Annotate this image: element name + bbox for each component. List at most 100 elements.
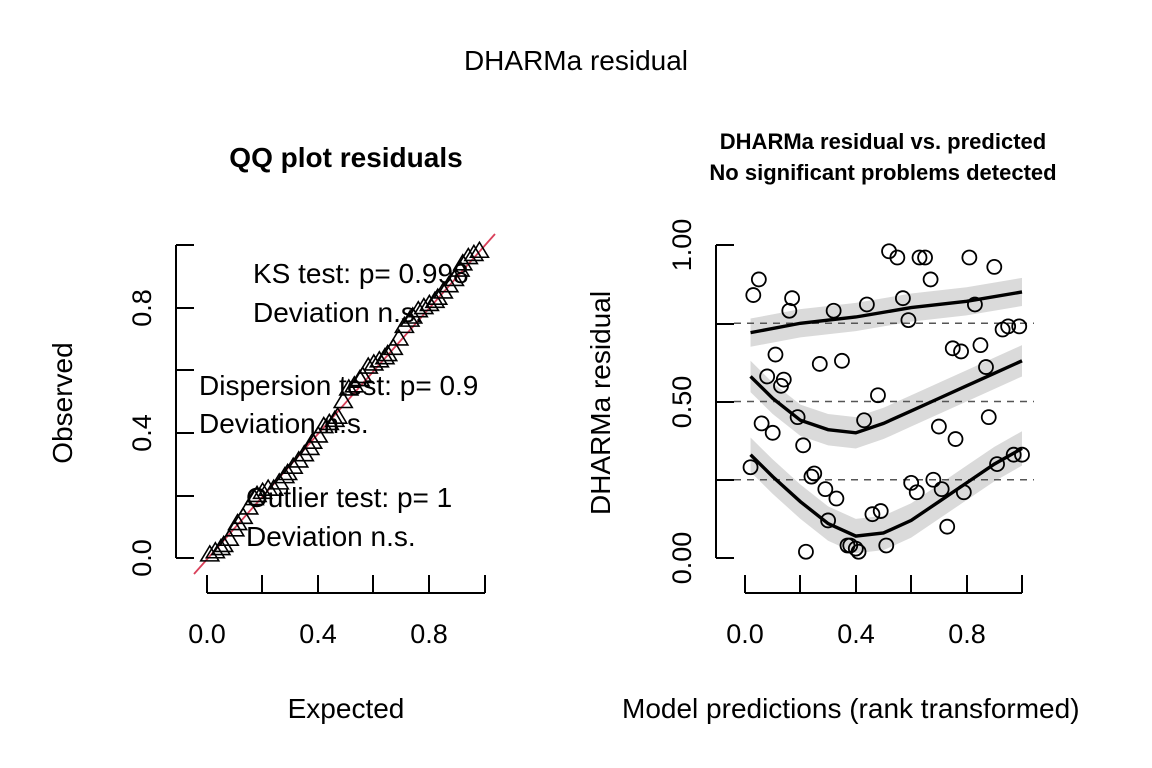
qq-reference-line bbox=[193, 233, 496, 575]
qq-point bbox=[232, 506, 254, 525]
residual-point bbox=[955, 484, 972, 501]
residual-point bbox=[856, 412, 873, 429]
qq-point bbox=[307, 425, 329, 443]
qq-point bbox=[438, 275, 460, 293]
qq-point bbox=[199, 544, 221, 562]
residual-y-tick-label: 0.50 bbox=[667, 376, 697, 429]
residual-point bbox=[922, 271, 939, 288]
qq-point bbox=[444, 268, 465, 287]
qq-y-tick-label: 0.8 bbox=[127, 289, 157, 327]
qq-point bbox=[418, 293, 440, 312]
qq-point bbox=[318, 412, 340, 431]
residual-y-tick-label: 0.00 bbox=[667, 532, 697, 585]
qq-point bbox=[246, 484, 268, 503]
dispersion-deviation-label: Deviation n.s. bbox=[199, 408, 369, 439]
residual-point bbox=[745, 287, 762, 303]
figure-title: DHARMa residual bbox=[464, 45, 688, 76]
residual-point bbox=[947, 431, 964, 447]
qq-point bbox=[218, 528, 240, 547]
residual-point bbox=[828, 490, 845, 507]
residual-point bbox=[989, 456, 1005, 473]
residual-points bbox=[742, 243, 1030, 560]
quantile-fit-line bbox=[749, 446, 1023, 538]
residual-x-tick-label: 0.4 bbox=[837, 619, 875, 649]
qq-point bbox=[343, 375, 365, 393]
qq-x-tick-label: 0.8 bbox=[410, 619, 448, 649]
residual-point bbox=[820, 512, 836, 529]
residual-point bbox=[980, 409, 997, 426]
qq-point bbox=[288, 450, 310, 468]
residual-point bbox=[953, 343, 969, 360]
qq-point bbox=[393, 315, 415, 334]
residual-point bbox=[878, 537, 895, 554]
qq-point bbox=[263, 478, 285, 496]
qq-point bbox=[388, 328, 410, 346]
qq-point bbox=[204, 541, 226, 559]
residual-ylabel: DHARMa residual bbox=[585, 291, 616, 515]
qq-y-tick-label: 0.0 bbox=[127, 539, 157, 577]
qq-point bbox=[457, 246, 479, 265]
qq-point bbox=[452, 253, 474, 271]
qq-point bbox=[238, 497, 260, 515]
residual-xlabel: Model predictions (rank transformed) bbox=[622, 693, 1080, 724]
residual-point bbox=[811, 356, 828, 372]
residual-point bbox=[1011, 318, 1028, 335]
residual-point bbox=[978, 359, 994, 375]
qq-test-annotations: KS test: p= 0.998 Deviation n.s. Dispers… bbox=[199, 258, 478, 552]
qq-point bbox=[313, 415, 335, 434]
qq-point bbox=[463, 243, 485, 262]
residual-point bbox=[817, 481, 834, 498]
qq-xlabel: Expected bbox=[288, 693, 405, 724]
quantile-fit-line bbox=[750, 290, 1023, 335]
outlier-test-label: Outlier test: p= 1 bbox=[246, 482, 452, 513]
residual-point bbox=[961, 249, 978, 266]
residual-point bbox=[1005, 446, 1022, 463]
residual-quantile-lines bbox=[734, 322, 1034, 481]
residual-point bbox=[795, 437, 812, 454]
residual-point bbox=[944, 340, 961, 357]
qq-point bbox=[293, 444, 315, 462]
qq-points bbox=[199, 240, 490, 562]
qq-point bbox=[282, 456, 304, 475]
residual-point bbox=[917, 249, 933, 266]
qq-point bbox=[352, 365, 374, 384]
dispersion-test-label: Dispersion test: p= 0.9 bbox=[199, 370, 478, 401]
qq-point bbox=[299, 437, 321, 456]
residual-point bbox=[1014, 446, 1030, 463]
residual-point bbox=[911, 249, 928, 266]
qq-y-tick-label: 0.4 bbox=[127, 414, 157, 452]
residual-point bbox=[900, 312, 917, 329]
residual-point bbox=[764, 424, 781, 441]
confidence-band bbox=[750, 345, 1022, 449]
outlier-deviation-label: Deviation n.s. bbox=[246, 521, 416, 552]
qq-point bbox=[302, 431, 324, 449]
qq-point bbox=[432, 281, 454, 299]
qq-point bbox=[413, 297, 435, 315]
residual-point bbox=[806, 465, 823, 482]
qq-point bbox=[327, 406, 349, 424]
qq-point bbox=[382, 337, 404, 356]
residual-point bbox=[759, 368, 776, 385]
residual-point bbox=[903, 474, 920, 491]
qq-point bbox=[227, 513, 248, 531]
qq-point bbox=[338, 378, 360, 396]
qq-ylabel: Observed bbox=[47, 342, 78, 463]
qq-point bbox=[449, 259, 471, 277]
residual-point bbox=[775, 371, 792, 388]
residual-title: DHARMa residual vs. predicted bbox=[720, 129, 1046, 154]
residual-point bbox=[972, 337, 989, 354]
residual-point bbox=[870, 387, 886, 404]
residual-point bbox=[789, 409, 806, 426]
residual-point bbox=[847, 540, 864, 557]
qq-point bbox=[368, 350, 390, 368]
residual-point bbox=[931, 418, 947, 435]
qq-point bbox=[363, 353, 385, 371]
qq-point bbox=[268, 472, 290, 490]
qq-point bbox=[402, 306, 424, 324]
residual-point bbox=[850, 543, 867, 560]
residual-point bbox=[933, 481, 950, 498]
qq-point bbox=[427, 287, 449, 306]
qq-point bbox=[377, 343, 399, 362]
qq-title: QQ plot residuals bbox=[229, 142, 462, 173]
